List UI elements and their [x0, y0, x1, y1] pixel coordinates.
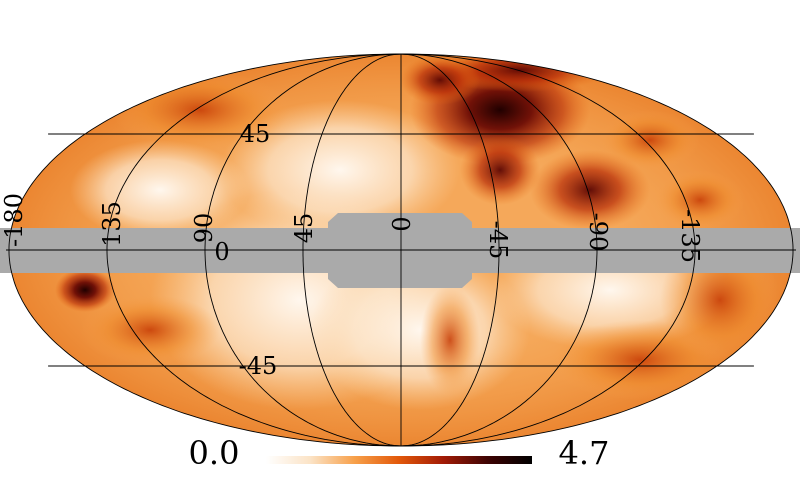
- mid-region-northeast: [600, 110, 700, 170]
- colorbar-max-label: 4.7: [559, 434, 610, 472]
- dark-region-mid-north: [460, 135, 540, 205]
- dark-region-north-center: [400, 55, 480, 105]
- lon-label-neg135: -135: [676, 209, 704, 263]
- lat-label-north: 45: [240, 120, 271, 148]
- latitude-labels: 45 0 -45: [214, 120, 277, 380]
- lat-label-south: -45: [239, 352, 278, 380]
- lon-label-neg90: -90: [584, 213, 612, 252]
- lon-label-135: 135: [98, 201, 126, 247]
- mid-region-south-arc: [420, 285, 480, 395]
- lon-label-45: 45: [290, 213, 318, 244]
- light-region-north: [220, 100, 460, 240]
- lon-label-180: -180: [0, 193, 28, 247]
- graticule-lines: [6, 53, 796, 447]
- lon-label-neg45: -45: [484, 221, 512, 260]
- mid-region-east-north: [655, 170, 745, 230]
- longitude-labels: -180 135 90 45 0 -45 -90 -135: [0, 193, 704, 263]
- mask-central-bulge: [328, 213, 472, 288]
- galactic-plane-mask: [0, 213, 800, 288]
- colorbar-min-label: 0.0: [189, 434, 240, 472]
- light-region-west: [70, 140, 250, 240]
- lat-label-equator: 0: [214, 238, 229, 266]
- colorbar-gradient: [266, 456, 532, 464]
- dark-spot-west: [55, 268, 115, 312]
- dark-region-east-band: [530, 150, 650, 230]
- mid-region-southwest: [80, 295, 220, 365]
- lon-label-90: 90: [190, 213, 218, 244]
- colorbar: 0.0 4.7: [189, 434, 610, 472]
- lon-label-0: 0: [388, 216, 416, 231]
